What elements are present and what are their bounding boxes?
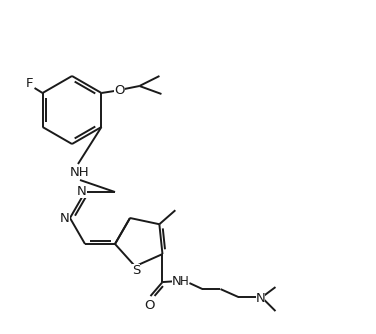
Text: O: O (144, 299, 155, 312)
Text: NH: NH (70, 166, 90, 178)
Text: N: N (60, 211, 70, 224)
Text: O: O (114, 84, 125, 97)
Text: N: N (171, 275, 181, 288)
Text: H: H (180, 275, 189, 288)
Text: N: N (256, 292, 265, 305)
Text: N: N (77, 184, 87, 197)
Text: S: S (132, 264, 140, 277)
Text: F: F (26, 76, 33, 90)
